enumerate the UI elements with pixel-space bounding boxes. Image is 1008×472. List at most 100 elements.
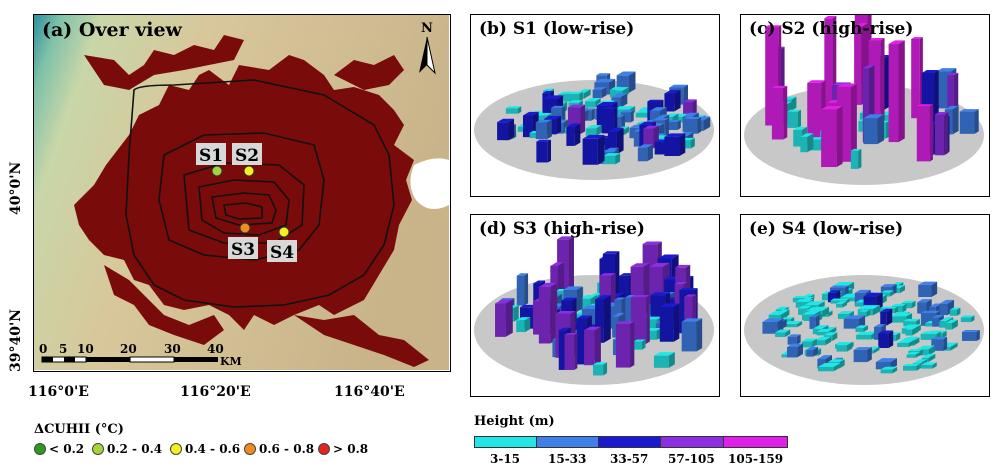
building-face xyxy=(912,326,919,336)
building-face xyxy=(775,306,789,310)
building-face xyxy=(601,87,607,98)
building-face xyxy=(516,275,525,306)
building-face xyxy=(960,315,975,318)
building-face xyxy=(912,359,928,364)
building-face xyxy=(497,122,509,141)
building-face xyxy=(853,347,872,350)
building-face xyxy=(650,292,671,296)
building-face xyxy=(846,298,850,304)
building-face xyxy=(537,112,552,116)
building-face xyxy=(880,284,897,287)
building-face xyxy=(597,134,605,165)
building-face xyxy=(633,339,646,342)
building-face xyxy=(960,317,972,323)
building-face xyxy=(817,359,826,369)
building-face xyxy=(859,311,867,317)
building-face xyxy=(562,105,566,123)
building-face xyxy=(932,314,944,318)
building-face xyxy=(795,301,809,308)
building-face xyxy=(863,118,878,145)
building-face xyxy=(832,327,837,334)
site-s1-dot xyxy=(211,165,223,177)
building-face xyxy=(952,105,959,135)
building-face xyxy=(683,84,689,105)
building-face xyxy=(558,327,571,331)
building-face xyxy=(917,302,927,314)
building-face xyxy=(516,273,529,276)
delta-legend-item: 0.2 - 0.4 xyxy=(92,442,162,456)
building-face xyxy=(809,314,820,317)
building-face xyxy=(893,288,900,294)
building-face xyxy=(623,126,629,136)
building-face xyxy=(817,367,834,372)
building-face xyxy=(911,38,920,119)
building-face xyxy=(800,133,814,137)
building-face xyxy=(934,111,949,115)
building-face xyxy=(690,137,695,149)
building-face xyxy=(601,108,615,134)
building-face xyxy=(582,134,605,139)
building-face xyxy=(921,362,937,365)
building-face xyxy=(797,109,802,128)
legend-dot-icon xyxy=(318,443,330,455)
building-face xyxy=(931,336,948,340)
building-face xyxy=(784,96,797,100)
building-face xyxy=(816,331,829,336)
building-face xyxy=(592,87,607,90)
building-face xyxy=(637,121,647,124)
scale-unit: KM xyxy=(220,355,242,368)
building-face xyxy=(976,329,980,341)
building-face xyxy=(809,139,821,151)
building-face xyxy=(614,106,636,110)
building-face xyxy=(939,317,954,322)
building-face xyxy=(962,331,977,341)
building-face xyxy=(614,297,626,300)
building-face xyxy=(682,112,699,117)
building-face xyxy=(902,365,917,371)
building-face xyxy=(817,363,841,368)
building-face xyxy=(601,107,618,109)
building-face xyxy=(803,314,815,321)
building-face xyxy=(836,303,843,308)
building-face xyxy=(783,323,798,328)
site-s3-dot xyxy=(239,222,251,234)
ring-road-1 xyxy=(223,202,263,220)
building-face xyxy=(913,337,920,346)
overview-map-panel: S1 S2 S3 S4 N 0 5 10 20 30 40 KM (a) Ove… xyxy=(33,14,451,372)
building-face xyxy=(911,300,916,309)
building-face xyxy=(556,115,562,135)
building-face xyxy=(836,345,847,352)
s1-buildings xyxy=(497,71,711,165)
building-face xyxy=(680,140,691,149)
building-face xyxy=(888,44,899,143)
building-face xyxy=(609,89,617,98)
building-face xyxy=(936,71,951,109)
building-face xyxy=(929,303,942,307)
building-face xyxy=(902,303,907,313)
building-face xyxy=(908,339,915,348)
building-face xyxy=(866,309,871,317)
delta-legend-item: 0.4 - 0.6 xyxy=(170,442,240,456)
building-face xyxy=(596,73,611,76)
delta-legend-item: < 0.2 xyxy=(34,442,84,456)
building-face xyxy=(520,304,537,308)
urban-fringe-east xyxy=(334,55,404,90)
building-face xyxy=(649,110,661,124)
building-face xyxy=(833,363,841,372)
building-face xyxy=(665,121,678,131)
building-face xyxy=(796,334,801,345)
building-face xyxy=(615,323,631,368)
site-s2-label: S2 xyxy=(235,146,259,166)
building-face xyxy=(615,321,635,324)
height-bar-15-33 xyxy=(536,436,599,448)
building-face xyxy=(880,308,893,312)
building-face xyxy=(679,133,686,157)
building-face xyxy=(603,295,611,343)
scale-tick-20: 20 xyxy=(120,342,137,356)
building-face xyxy=(878,330,894,334)
building-face xyxy=(812,325,829,329)
building-face xyxy=(550,282,558,344)
building-face xyxy=(558,330,567,370)
legend-dot-icon xyxy=(92,443,104,455)
building-face xyxy=(516,320,525,333)
